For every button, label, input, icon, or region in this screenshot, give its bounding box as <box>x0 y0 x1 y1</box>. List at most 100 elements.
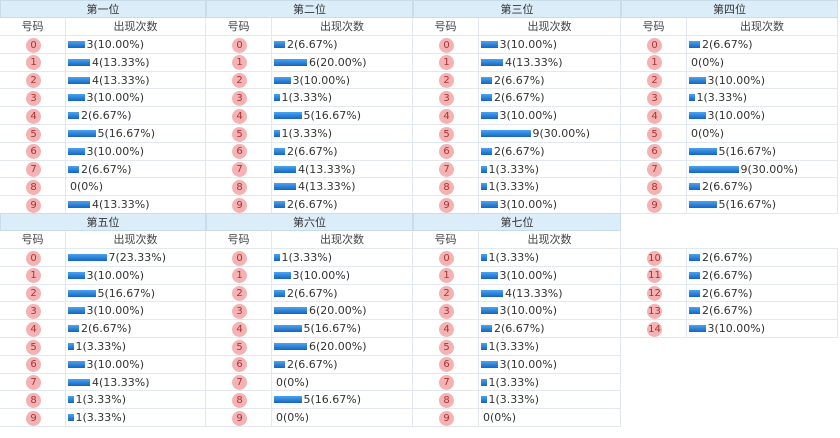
number-ball: 2 <box>439 286 454 302</box>
count-bar <box>481 183 487 191</box>
row-cell <box>479 320 621 338</box>
row-cell <box>66 302 206 321</box>
row-cell <box>206 391 272 410</box>
row-cell <box>479 125 621 143</box>
number-ball: 3 <box>26 90 41 106</box>
count-label: 2(6.67%) <box>494 91 545 105</box>
count-bar <box>274 130 280 137</box>
count-bar <box>68 396 74 404</box>
number-ball: 4 <box>232 321 247 337</box>
row-cell <box>206 178 272 197</box>
row-cell <box>479 53 621 72</box>
count-label: 1(3.33%) <box>75 393 127 407</box>
column-header: 出现次数 <box>66 18 206 36</box>
row-cell <box>413 391 479 410</box>
count-bar <box>68 76 90 84</box>
row-cell <box>479 284 621 303</box>
count-label: 0(0%) <box>276 411 310 425</box>
count-label: 9(30.00%) <box>740 162 799 176</box>
row-cell <box>206 249 272 267</box>
number-ball: 6 <box>26 357 41 373</box>
row-cell <box>206 53 272 72</box>
row-cell <box>0 355 66 374</box>
row-cell <box>66 338 206 356</box>
number-ball: 6 <box>647 144 662 160</box>
row-cell <box>413 107 479 125</box>
number-ball: 4 <box>439 321 454 337</box>
count-bar <box>481 360 498 368</box>
column-header: 号码 <box>413 18 479 36</box>
count-bar <box>481 378 487 386</box>
number-ball: 8 <box>647 179 662 195</box>
row-cell <box>479 355 621 374</box>
count-label: 9(30.00%) <box>532 127 591 140</box>
row-cell <box>0 142 66 161</box>
count-bar <box>481 112 498 120</box>
count-bar <box>689 112 706 120</box>
row-cell <box>206 302 272 321</box>
count-label: 5(16.67%) <box>303 322 362 336</box>
count-bar <box>274 76 291 84</box>
row-cell <box>413 338 479 356</box>
count-label: 2(6.67%) <box>287 286 338 300</box>
row-cell <box>687 284 838 303</box>
count-label: 2(6.67%) <box>287 144 338 158</box>
count-bar <box>689 201 717 209</box>
count-bar <box>481 254 487 261</box>
number-ball: 2 <box>232 73 247 89</box>
count-bar <box>68 112 79 120</box>
column-header: 号码 <box>206 231 272 249</box>
count-bar <box>274 343 307 350</box>
count-label: 1(3.33%) <box>488 340 540 353</box>
count-bar <box>274 360 285 368</box>
row-cell <box>687 249 838 267</box>
row-cell <box>479 107 621 125</box>
row-cell <box>206 320 272 338</box>
row-cell <box>413 284 479 303</box>
number-ball: 9 <box>232 410 247 426</box>
count-label: 1(3.33%) <box>488 251 540 264</box>
row-cell <box>621 302 687 321</box>
number-ball: 0 <box>439 250 454 266</box>
row-cell <box>66 355 206 374</box>
count-bar <box>68 343 74 350</box>
row-cell <box>272 142 413 161</box>
number-ball: 9 <box>232 197 247 213</box>
row-cell <box>272 160 413 179</box>
count-bar <box>689 289 700 297</box>
number-ball: 10 <box>647 250 662 266</box>
count-bar <box>274 325 302 333</box>
count-label: 2(6.67%) <box>494 322 545 336</box>
row-cell <box>66 36 206 54</box>
number-ball: 3 <box>439 303 454 319</box>
number-ball: 7 <box>439 375 454 391</box>
number-ball: 7 <box>439 162 454 178</box>
count-bar <box>481 76 492 84</box>
row-cell <box>66 53 206 72</box>
row-cell <box>0 391 66 410</box>
count-label: 4(13.33%) <box>92 198 150 212</box>
panel-title: 第二位 <box>206 0 413 18</box>
count-bar <box>689 271 700 279</box>
count-label: 5(16.67%) <box>303 109 362 123</box>
row-cell <box>206 338 272 356</box>
row-cell <box>413 36 479 54</box>
count-label: 3(10.00%) <box>707 322 766 336</box>
count-label: 3(10.00%) <box>86 304 145 318</box>
row-cell <box>272 36 413 54</box>
panel-title: 第五位 <box>0 213 206 231</box>
count-bar <box>274 396 302 404</box>
row-cell <box>0 125 66 143</box>
number-ball: 8 <box>439 179 454 195</box>
row-cell <box>0 284 66 303</box>
number-ball: 6 <box>26 144 41 160</box>
count-bar <box>274 165 296 173</box>
row-cell <box>66 107 206 125</box>
count-bar <box>274 201 285 209</box>
number-ball: 8 <box>232 392 247 408</box>
number-ball: 1 <box>26 55 41 71</box>
count-label: 1(3.33%) <box>75 340 127 353</box>
row-cell <box>272 302 413 321</box>
row-cell <box>66 249 206 267</box>
